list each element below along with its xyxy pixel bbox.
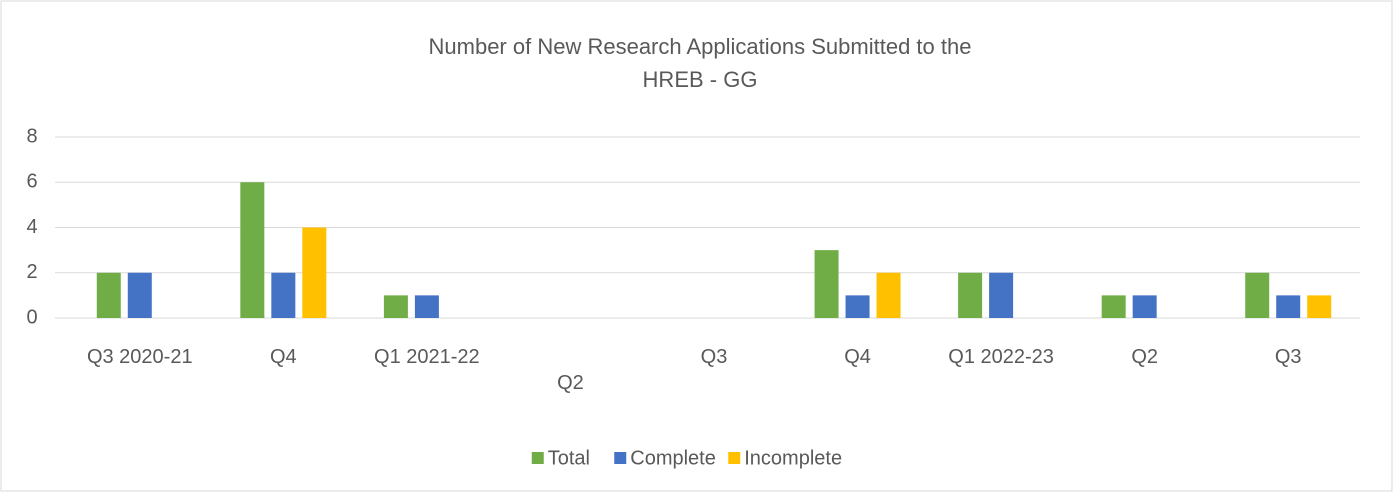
legend-label: Incomplete (744, 447, 842, 469)
x-tick-label: Q3 (700, 346, 728, 368)
bar (1132, 295, 1157, 318)
bar (958, 272, 983, 318)
bar (989, 272, 1014, 318)
x-tick-label: Q4 (844, 346, 871, 368)
x-tick-label: Q2 (557, 372, 584, 394)
bar (845, 295, 870, 318)
legend-swatch (531, 452, 544, 464)
x-tick-label: Q1 2021-22 (374, 346, 480, 368)
x-tick-label: Q1 2022-23 (948, 346, 1054, 368)
bar (240, 182, 265, 318)
bar (1276, 295, 1301, 318)
y-tick-label: 6 (26, 171, 37, 193)
bar (814, 250, 839, 318)
y-tick-label: 0 (26, 306, 37, 328)
legend-swatch (728, 452, 741, 464)
x-tick-label: Q3 (1274, 346, 1302, 368)
legend-label: Total (548, 447, 590, 469)
bar (414, 295, 439, 318)
x-tick-label: Q3 2020-21 (86, 346, 193, 368)
legend-label: Complete (630, 447, 716, 469)
x-tick-label: Q2 (1131, 346, 1158, 368)
bar (876, 272, 901, 318)
bar (1101, 295, 1126, 318)
chart-title: Number of New Research Applications Subm… (428, 34, 972, 92)
bar (1307, 295, 1332, 318)
y-tick-label: 2 (26, 261, 37, 283)
bar (96, 272, 121, 318)
legend-swatch (614, 452, 627, 464)
bar (1245, 272, 1270, 318)
y-tick-label: 8 (26, 125, 37, 147)
y-tick-label: 4 (26, 216, 37, 238)
x-tick-label: Q4 (269, 346, 297, 368)
bar (302, 227, 327, 318)
bar (271, 272, 296, 318)
bar (383, 295, 408, 318)
bar (127, 272, 152, 318)
